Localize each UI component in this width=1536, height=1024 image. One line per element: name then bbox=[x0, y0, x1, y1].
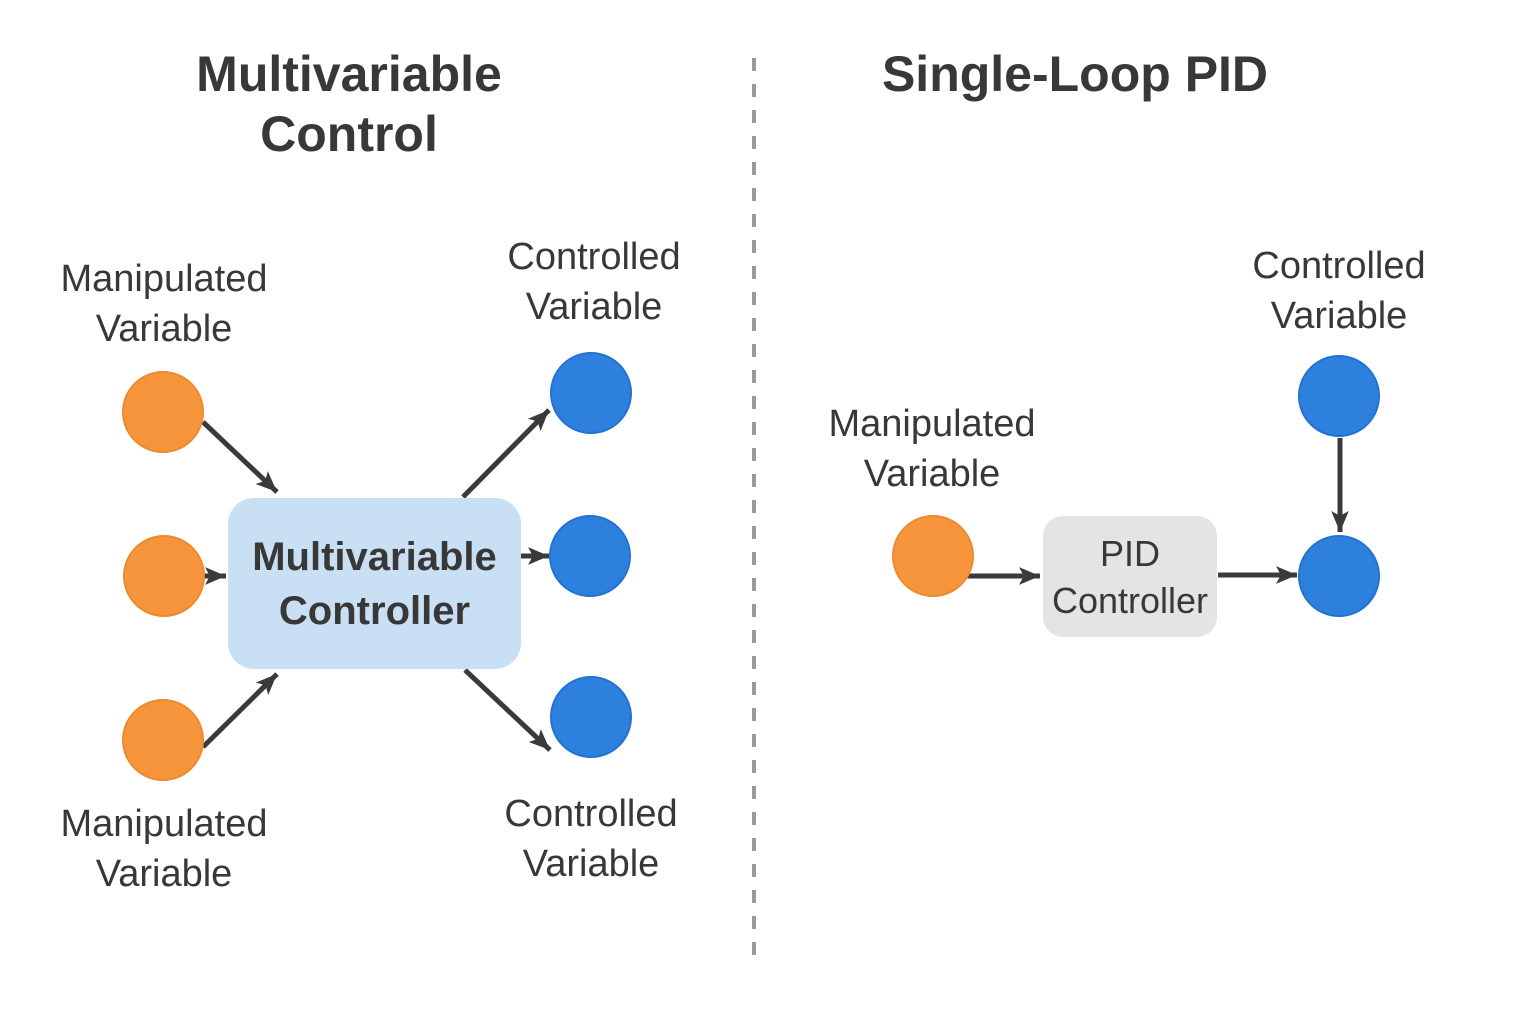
arrow-controller-to-cv1 bbox=[461, 408, 551, 499]
manipulated-variable-label-top: Manipulated Variable bbox=[60, 258, 268, 350]
multivariable-controller-box: Multivariable Controller bbox=[228, 498, 521, 669]
manipulated-variable-node-3 bbox=[122, 699, 204, 781]
right-panel-title: Single-Loop PID bbox=[881, 46, 1269, 102]
arrow-mv1-to-controller bbox=[201, 420, 279, 494]
arrow-mv3-to-controller bbox=[201, 672, 279, 749]
arrow-controller-to-cv3 bbox=[463, 668, 552, 752]
controlled-variable-label-right: Controlled Variable bbox=[1252, 245, 1426, 337]
controlled-variable-node-2 bbox=[549, 515, 631, 597]
manipulated-variable-node-2 bbox=[123, 535, 205, 617]
manipulated-variable-node-right bbox=[892, 515, 974, 597]
controlled-variable-node-3 bbox=[550, 676, 632, 758]
controlled-variable-node-top-right bbox=[1298, 355, 1380, 437]
manipulated-variable-label-bottom: Manipulated Variable bbox=[60, 803, 268, 895]
controlled-variable-node-1 bbox=[550, 352, 632, 434]
multivariable-controller-label: Multivariable Controller bbox=[252, 534, 497, 633]
controlled-variable-label-bottom: Controlled Variable bbox=[504, 793, 678, 885]
manipulated-variable-label-right: Manipulated Variable bbox=[828, 403, 1036, 495]
left-panel-title: Multivariable Control bbox=[196, 46, 502, 162]
controlled-variable-node-bottom-right bbox=[1298, 535, 1380, 617]
controlled-variable-label-top: Controlled Variable bbox=[507, 236, 681, 328]
pid-controller-box: PID Controller bbox=[1043, 516, 1217, 637]
pid-controller-label: PID Controller bbox=[1051, 532, 1209, 621]
manipulated-variable-node-1 bbox=[122, 371, 204, 453]
